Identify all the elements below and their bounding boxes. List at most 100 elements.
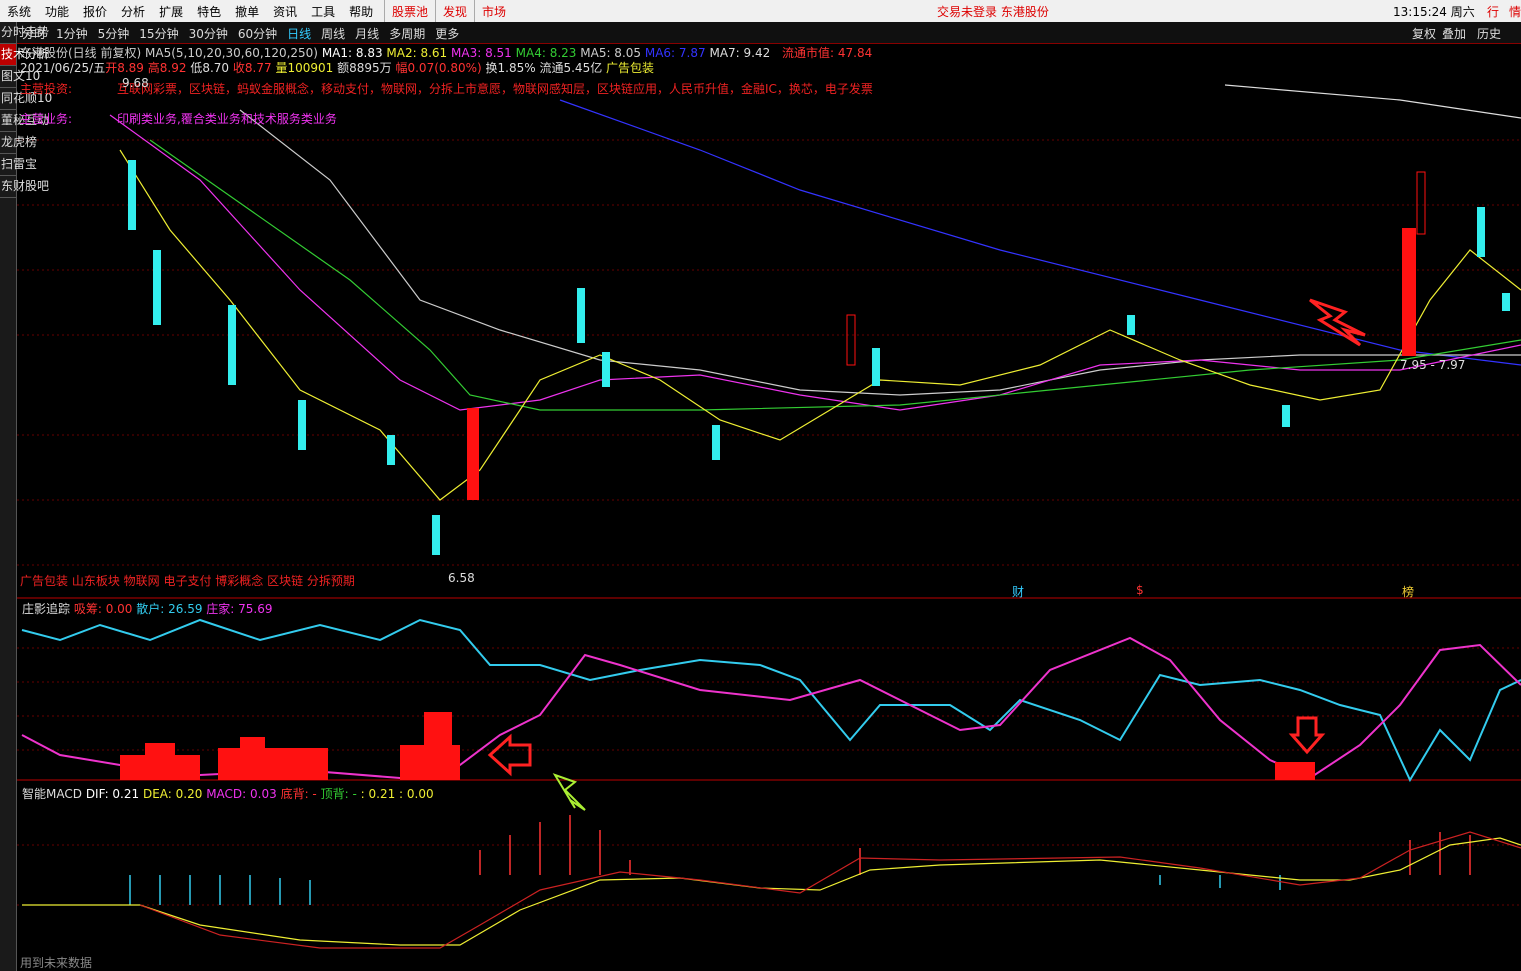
ma-params: MA5(5,10,20,30,60,120,250) xyxy=(145,46,318,60)
quote-line: 2021/06/25/五开8.89 高8.92 低8.70 收8.77 量100… xyxy=(20,59,654,76)
period[interactable]: 1分钟 xyxy=(56,27,88,41)
ma-value: MA4: 8.23 xyxy=(515,46,577,60)
side-tab[interactable]: 技术分析 xyxy=(0,44,49,66)
quote: 收8.77 xyxy=(232,61,272,75)
date: 2021/06/25/五 xyxy=(20,61,106,75)
macd-title: 智能MACD xyxy=(22,787,82,801)
arrow-icon xyxy=(1288,716,1326,755)
ma-lines xyxy=(109,84,1521,501)
menu-item[interactable]: 工具 xyxy=(311,5,336,19)
marker: $ xyxy=(1136,583,1144,597)
button[interactable]: 叠加 xyxy=(1442,27,1467,41)
period[interactable]: 月线 xyxy=(355,27,380,41)
side-tab[interactable]: 图文10 xyxy=(0,66,40,88)
menu-item[interactable]: 撤单 xyxy=(235,5,260,19)
side-tab[interactable]: 扫雷宝 xyxy=(0,154,37,176)
macd-lines xyxy=(22,831,1521,949)
quote: 换1.85% xyxy=(485,61,536,75)
quote: 幅0.07(0.80%) xyxy=(395,61,482,75)
side-tab[interactable]: 同花顺10 xyxy=(0,88,52,110)
marker: 榜 xyxy=(1402,585,1415,599)
quote: 低8.70 xyxy=(190,61,230,75)
quote: 高8.92 xyxy=(147,61,187,75)
period[interactable]: 周线 xyxy=(321,27,346,41)
range-label: 7.95 - 7.97 xyxy=(1400,358,1466,372)
period[interactable]: 5分钟 xyxy=(97,27,130,41)
macd-value: DEA: 0.20 xyxy=(142,787,203,801)
candles xyxy=(128,160,1510,555)
stock-name: 东港股份(日线 前复权) xyxy=(20,46,142,60)
clock: 13:15:24 周六 xyxy=(1393,5,1475,19)
menu-item[interactable]: 系统 xyxy=(7,5,32,19)
menu-item[interactable]: 资讯 xyxy=(273,5,298,19)
side-tab[interactable]: 董秘互动 xyxy=(0,110,49,132)
ma-value: MA6: 7.87 xyxy=(644,46,706,60)
button[interactable]: 历史 xyxy=(1477,27,1502,41)
indicator-bars xyxy=(120,712,1315,780)
sector: 广告包装 xyxy=(606,61,655,75)
button[interactable]: 复权 xyxy=(1412,27,1437,41)
ma-value: MA3: 8.51 xyxy=(451,46,512,60)
indicator-lines xyxy=(21,618,1521,783)
period[interactable]: 多周期 xyxy=(389,27,426,41)
ma-value: MA1: 8.83 xyxy=(321,46,383,60)
menu-item[interactable]: 特色 xyxy=(197,5,222,19)
period[interactable]: 分时 xyxy=(22,27,47,41)
side-tab[interactable]: 分时走势 xyxy=(0,22,49,44)
period[interactable]: 60分钟 xyxy=(237,27,278,41)
macd-value: 顶背: - xyxy=(320,787,357,801)
macd-value: : 0.21 : 0.00 xyxy=(360,787,434,801)
macd-header: 智能MACD DIF: 0.21 DEA: 0.20 MACD: 0.03 底背… xyxy=(22,785,434,802)
quote: 开8.89 xyxy=(105,61,144,75)
ma-value: MA5: 8.05 xyxy=(580,46,642,60)
arrow-icon xyxy=(487,733,532,777)
period[interactable]: 更多 xyxy=(435,27,460,41)
lightning-icon xyxy=(552,773,586,811)
low-label: 6.58 xyxy=(448,571,475,585)
high-label: 9.68 xyxy=(122,76,149,90)
macd-value: DIF: 0.21 xyxy=(85,787,140,801)
menu-tab[interactable]: 股票池 xyxy=(383,0,435,23)
marker: 财 xyxy=(1012,585,1025,599)
side-tab[interactable]: 东财股吧 xyxy=(0,176,49,198)
side-tabs: 分时走势技术分析图文10同花顺10董秘互动龙虎榜扫雷宝东财股吧 xyxy=(0,22,52,971)
menu-tab[interactable]: 发现 xyxy=(435,0,474,23)
concepts: 广告包装 山东板块 物联网 电子支付 博彩概念 区块链 分拆预期 xyxy=(20,574,355,588)
indicator-value: 散户: 26.59 xyxy=(136,602,203,616)
lightning-icon xyxy=(1309,298,1366,347)
menu-button[interactable]: 情 xyxy=(1509,5,1521,19)
indicator-header: 庄影追踪 吸筹: 0.00 散户: 26.59 庄家: 75.69 xyxy=(22,600,273,617)
grid xyxy=(17,139,1521,906)
period[interactable]: 日线 xyxy=(287,27,312,41)
quote: 流通5.45亿 xyxy=(539,61,603,75)
side-tab[interactable]: 龙虎榜 xyxy=(0,132,37,154)
quote: 量100901 xyxy=(275,61,334,75)
float-cap: 流通市值: 47.84 xyxy=(782,46,873,60)
business-text: 印刷类业务,覆合类业务和技术服务类业务 xyxy=(117,112,337,126)
label: 主营投资: xyxy=(20,82,73,96)
indicator-title: 庄影追踪 xyxy=(22,602,71,616)
invest-text: 互联网彩票，区块链，蚂蚁金服概念，移动支付，物联网，分拆上市意愿，物联网感知层，… xyxy=(117,82,873,96)
macd-bars xyxy=(129,815,1471,905)
menu-button[interactable]: 行 xyxy=(1487,5,1500,19)
quote: 额8895万 xyxy=(337,61,392,75)
menu-item[interactable]: 扩展 xyxy=(159,5,184,19)
indicator-value: 吸筹: 0.00 xyxy=(73,602,133,616)
period[interactable]: 30分钟 xyxy=(188,27,228,41)
menu-item[interactable]: 报价 xyxy=(83,5,108,19)
menu-tab[interactable]: 市场 xyxy=(474,0,513,23)
ma-header: 东港股份(日线 前复权) MA5(5,10,20,30,60,120,250) … xyxy=(20,44,770,61)
label: 主营业务: xyxy=(20,112,73,126)
ma-value: MA2: 8.61 xyxy=(386,46,448,60)
menu-item[interactable]: 帮助 xyxy=(349,5,374,19)
period-bar: 分时 1分钟 5分钟 15分钟 30分钟 60分钟 日线 周线 月线 多周期 更多 复权 叠加 历史 xyxy=(17,22,1521,44)
menu-item[interactable]: 分析 xyxy=(121,5,146,19)
menu-item[interactable]: 功能 xyxy=(45,5,70,19)
status: 交易未登录 东港股份 xyxy=(937,5,1049,19)
indicator-value: 庄家: 75.69 xyxy=(206,602,273,616)
macd-value: 底背: - xyxy=(280,787,317,801)
ma-value: MA7: 9.42 xyxy=(709,46,771,60)
period[interactable]: 15分钟 xyxy=(139,27,179,41)
